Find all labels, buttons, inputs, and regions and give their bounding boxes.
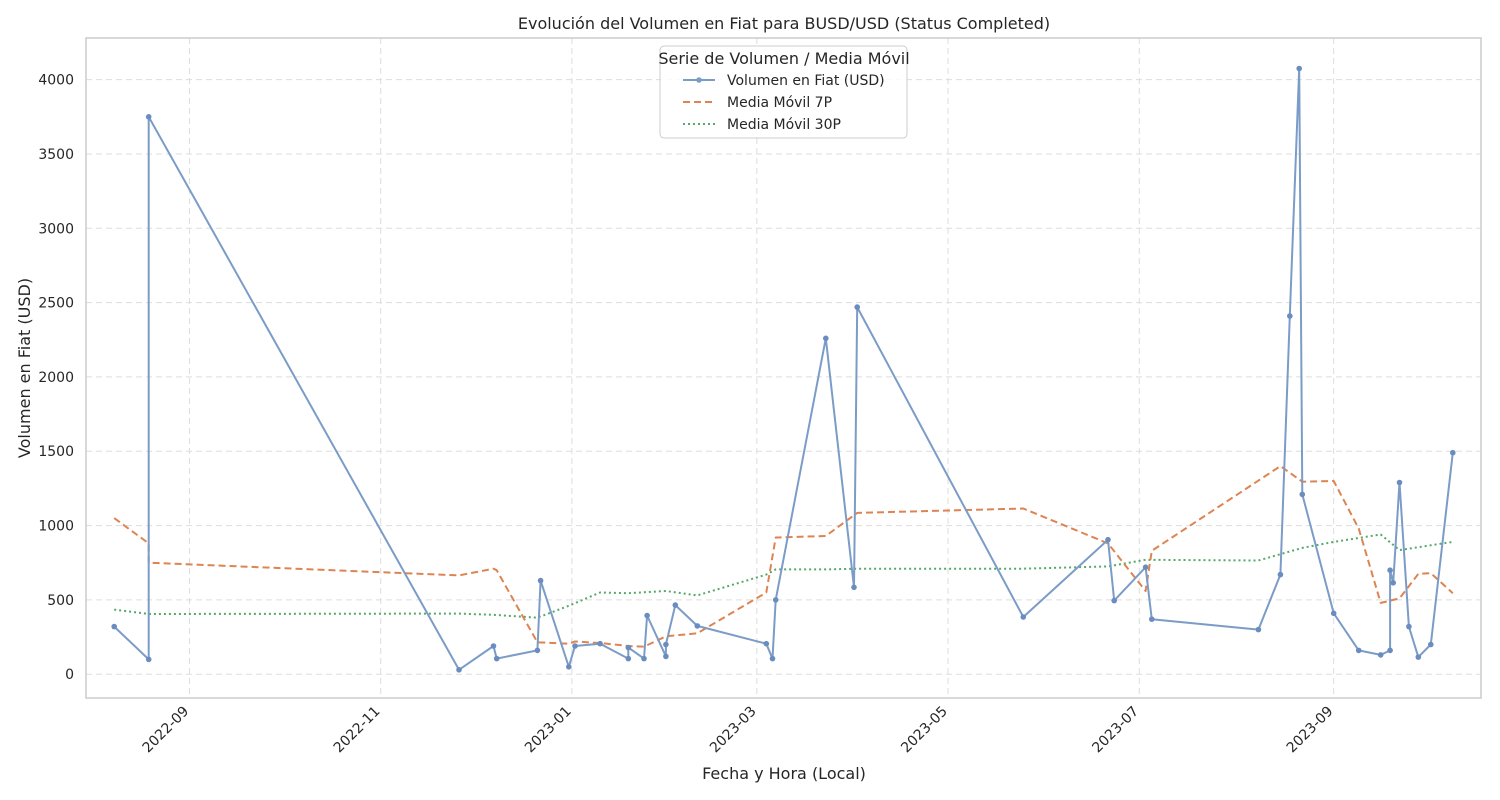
volume-data-point	[1255, 626, 1262, 633]
legend: Serie de Volumen / Media Móvil Volumen e…	[658, 45, 910, 139]
volume-data-point	[854, 304, 860, 310]
y-tick-label: 1500	[38, 444, 74, 460]
volume-data-point	[1387, 567, 1393, 573]
volume-data-point	[1105, 536, 1111, 543]
y-tick-label: 4000	[38, 73, 74, 89]
volume-data-point	[1428, 641, 1434, 648]
volume-data-point	[772, 597, 779, 603]
volume-data-point	[1296, 65, 1302, 72]
volume-data-point	[1149, 616, 1155, 622]
volume-data-point	[1355, 647, 1362, 654]
y-axis-title: Volumen en Fiat (USD)	[15, 278, 34, 458]
volume-data-point	[769, 655, 776, 662]
ma30-series-line	[114, 533, 1453, 619]
ma7-series-line	[113, 465, 1454, 648]
volume-data-point	[1390, 580, 1396, 586]
volume-data-point	[823, 335, 829, 342]
chart-title: Evolución del Volumen en Fiat para BUSD/…	[518, 14, 1050, 33]
legend-marker-volume	[696, 77, 702, 83]
volume-data-point	[763, 640, 770, 647]
volume-data-point	[625, 644, 632, 651]
y-tick-label: 3000	[38, 221, 74, 237]
volume-data-point	[663, 641, 669, 648]
y-tick-label: 1000	[38, 519, 74, 535]
volume-data-point	[145, 656, 152, 663]
volume-data-point	[1406, 623, 1412, 630]
volume-data-point	[1450, 449, 1456, 456]
volume-data-point	[1330, 610, 1337, 617]
plot-frame	[85, 37, 1482, 699]
volume-data-point	[534, 647, 541, 654]
legend-label-ma30: Media Móvil 30P	[727, 117, 841, 133]
volume-series-line	[113, 67, 1454, 671]
volume-data-point	[851, 584, 857, 591]
y-tick-label: 3500	[38, 147, 74, 163]
y-tick-labels: 0 500 1000 1500 2000 2500 3000 3500 4000	[38, 73, 74, 684]
legend-box	[659, 45, 908, 139]
volume-data-point	[537, 577, 544, 584]
x-axis-title: Fecha y Hora (Local)	[702, 764, 866, 783]
series-layer	[111, 65, 1456, 673]
y-tick-label: 2000	[38, 370, 74, 386]
volume-data-point	[456, 667, 462, 673]
volume-data-point	[1142, 564, 1149, 570]
volume-data-point	[1387, 647, 1393, 654]
volume-data-point	[672, 602, 679, 608]
volume-data-point	[597, 640, 603, 647]
y-tick-label: 500	[47, 593, 74, 609]
legend-label-ma7: Media Móvil 7P	[727, 95, 832, 111]
volume-data-point	[1111, 597, 1117, 604]
volume-data-point	[1396, 479, 1403, 486]
volume-data-point	[1287, 313, 1293, 319]
volume-data-point	[644, 612, 650, 619]
volume-data-point	[1299, 491, 1306, 498]
legend-label-volume: Volumen en Fiat (USD)	[727, 73, 885, 89]
volume-data-point	[625, 655, 632, 662]
volume-data-point	[493, 655, 500, 662]
volume-data-point	[1377, 652, 1384, 658]
y-tick-label: 0	[65, 667, 74, 683]
volume-data-point	[111, 623, 117, 630]
volume-data-point	[490, 643, 497, 649]
volume-data-point	[572, 643, 578, 649]
y-tick-label: 2500	[38, 296, 74, 312]
volume-data-point	[694, 623, 701, 629]
volume-data-point	[566, 664, 572, 670]
volume-data-point	[1415, 654, 1422, 660]
volume-data-point	[1020, 614, 1027, 620]
grid	[86, 38, 1481, 698]
legend-title: Serie de Volumen / Media Móvil	[658, 49, 909, 68]
volume-data-point	[1277, 571, 1284, 578]
volume-data-point	[145, 114, 152, 120]
volume-data-point	[663, 653, 669, 660]
volume-data-point	[641, 655, 647, 662]
